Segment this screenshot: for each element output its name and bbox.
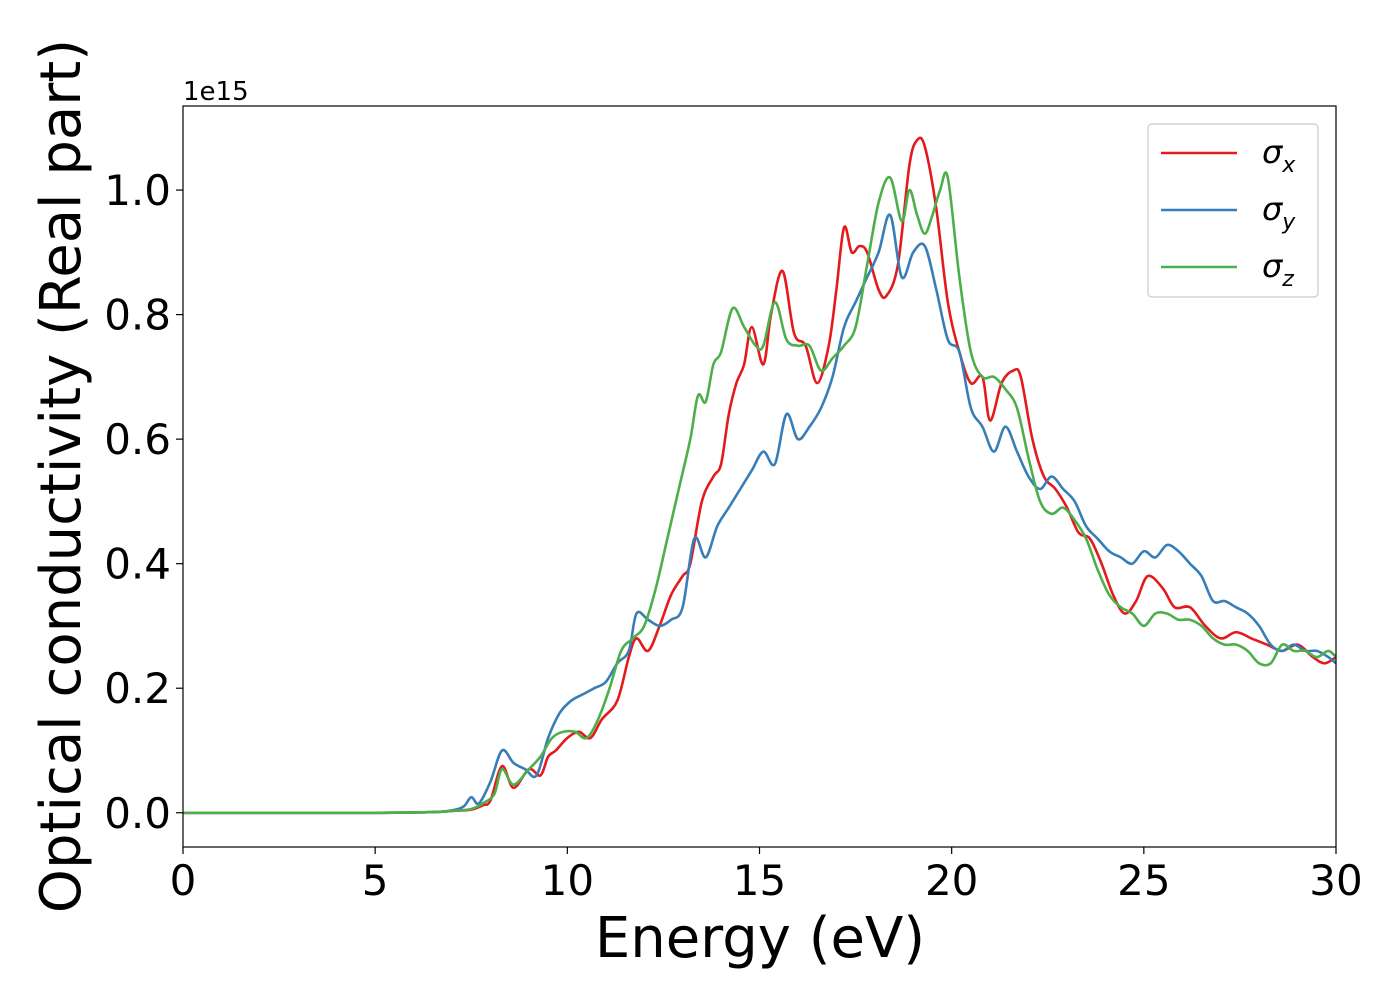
y-axis-ticks: 0.0 0.2 0.4 0.6 0.8 1.0 — [104, 166, 183, 838]
legend-label-z: σz — [1262, 247, 1294, 292]
legend: σx σy σz — [1147, 123, 1319, 298]
y-tick-label: 0.4 — [104, 540, 171, 589]
series-line-x — [183, 136, 1336, 815]
x-tick-label: 10 — [541, 856, 594, 905]
y-tick-label: 0.6 — [104, 415, 171, 464]
series-line-y — [183, 213, 1336, 815]
x-tick-label: 15 — [733, 856, 786, 905]
x-tick-label: 20 — [925, 856, 978, 905]
offset-text: 1e15 — [183, 77, 249, 107]
y-tick-label: 0.2 — [104, 664, 171, 713]
x-axis-ticks: 0 5 10 15 20 25 30 — [170, 847, 1363, 905]
y-tick-label: 0.0 — [104, 789, 171, 838]
y-tick-label: 0.8 — [104, 291, 171, 340]
legend-label-y: σy — [1262, 190, 1296, 235]
x-tick-label: 25 — [1117, 856, 1170, 905]
x-tick-label: 0 — [170, 856, 197, 905]
y-axis-label: Optical conductivity (Real part) — [29, 39, 94, 913]
legend-label-x: σx — [1262, 133, 1296, 178]
y-tick-label: 1.0 — [104, 166, 171, 215]
series-lines — [183, 136, 1336, 815]
x-tick-label: 5 — [362, 856, 389, 905]
series-line-z — [183, 171, 1336, 815]
x-tick-label: 30 — [1309, 856, 1362, 905]
x-axis-label: Energy (eV) — [595, 906, 925, 971]
